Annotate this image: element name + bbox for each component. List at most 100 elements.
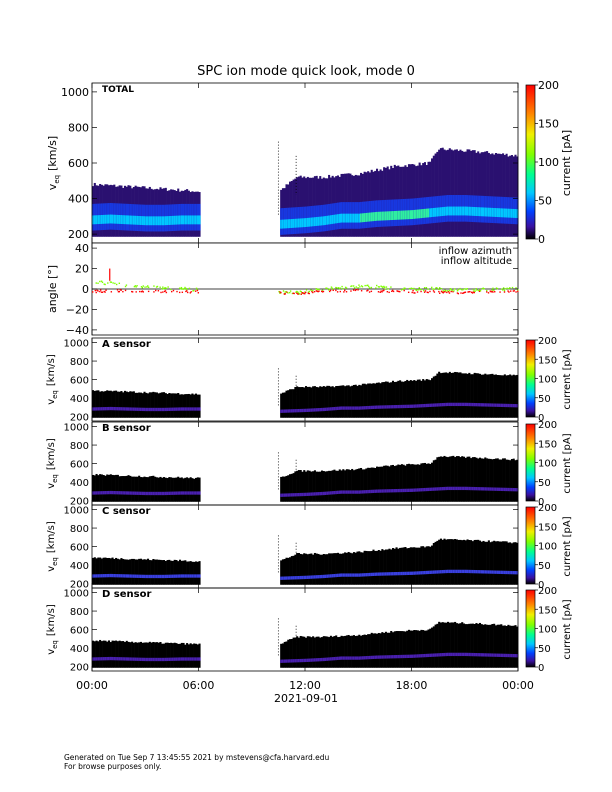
- heat-core: [505, 403, 508, 408]
- heat-core: [280, 576, 283, 580]
- heat-column: [186, 643, 189, 668]
- altitude-point: [144, 286, 146, 288]
- heat-column: [386, 465, 389, 502]
- heat-core: [422, 404, 425, 408]
- heat-column: [322, 471, 325, 502]
- colorbar: [525, 506, 536, 585]
- heat-core: [111, 656, 114, 661]
- heat-column: [154, 476, 157, 502]
- heat-peak: [139, 216, 142, 225]
- heat-peak: [310, 217, 313, 227]
- heat-peak: [344, 213, 347, 223]
- heat-column: [409, 464, 412, 502]
- heat-column: [514, 154, 517, 237]
- heat-core: [427, 403, 430, 408]
- altitude-point: [387, 288, 389, 290]
- heat-column: [461, 456, 464, 502]
- heat-column: [438, 371, 441, 418]
- altitude-point: [509, 287, 511, 289]
- heat-column: [367, 467, 370, 502]
- heat-column: [363, 634, 366, 668]
- heat-column: [448, 456, 451, 502]
- heat-column: [377, 382, 380, 418]
- heat-core: [312, 658, 315, 662]
- heat-core: [493, 403, 496, 407]
- heat-column: [125, 559, 128, 585]
- heat-column: [486, 151, 489, 237]
- heat-core: [510, 653, 513, 658]
- heat-column: [391, 632, 395, 668]
- heat-column: [386, 632, 389, 668]
- heat-core: [168, 407, 171, 411]
- altitude-point: [289, 290, 292, 292]
- heat-core: [171, 657, 174, 661]
- heat-core: [407, 404, 411, 408]
- heat-core: [290, 409, 293, 413]
- y-axis-label: veq[km/s]: [46, 438, 59, 489]
- heat-core: [127, 407, 130, 411]
- heat-core: [289, 493, 292, 497]
- heat-peak: [503, 208, 506, 218]
- heat-peak: [470, 206, 473, 216]
- heat-column: [312, 386, 315, 418]
- heat-core: [116, 574, 119, 578]
- heat-column: [189, 477, 192, 502]
- azimuth-point: [163, 290, 166, 293]
- azimuth-point: [99, 290, 101, 293]
- heat-column: [93, 641, 96, 668]
- heat-core: [399, 571, 402, 576]
- heat-peak: [283, 219, 286, 229]
- heat-core: [445, 486, 448, 491]
- heat-column: [512, 374, 515, 418]
- heat-core: [441, 570, 444, 574]
- heat-column: [489, 374, 492, 418]
- altitude-point: [186, 288, 188, 291]
- y-tick-label: 800: [70, 607, 89, 618]
- heat-core: [439, 487, 442, 491]
- heat-core: [189, 491, 192, 495]
- azimuth-point: [397, 290, 399, 293]
- heat-column: [184, 644, 187, 668]
- altitude-point: [474, 290, 476, 292]
- heat-core: [395, 488, 398, 493]
- heat-peak: [290, 219, 293, 228]
- heat-core: [425, 403, 428, 408]
- heat-core: [317, 575, 320, 579]
- altitude-point: [95, 282, 97, 284]
- heat-column: [423, 630, 426, 668]
- heat-core: [289, 409, 292, 413]
- heat-core: [407, 488, 411, 492]
- heat-core: [406, 571, 409, 576]
- azimuth-point: [300, 293, 302, 295]
- heat-core: [507, 653, 510, 658]
- heat-column: [342, 553, 345, 585]
- altitude-point: [472, 289, 475, 291]
- y-label-main: v: [46, 649, 57, 655]
- heat-column: [127, 559, 130, 585]
- heat-core: [322, 657, 325, 662]
- heat-column: [132, 476, 135, 502]
- heat-column: [175, 477, 178, 502]
- heat-core: [296, 659, 299, 663]
- heat-column: [99, 557, 102, 585]
- heat-core: [118, 407, 121, 411]
- heat-core: [95, 574, 98, 578]
- heat-core: [464, 486, 467, 491]
- heat-core: [118, 657, 121, 661]
- heat-core: [379, 572, 382, 576]
- azimuth-point: [321, 291, 324, 293]
- heat-column: [281, 643, 284, 668]
- heat-core: [473, 486, 476, 491]
- heat-core: [333, 656, 336, 661]
- heat-core: [358, 573, 361, 577]
- heat-column: [164, 393, 167, 418]
- heat-column: [468, 372, 471, 418]
- heat-peak: [109, 214, 112, 224]
- heat-core: [154, 574, 157, 579]
- heat-core: [175, 574, 178, 578]
- heat-core: [191, 574, 194, 578]
- heat-column: [148, 392, 151, 418]
- heat-column: [171, 477, 174, 502]
- heat-core: [342, 490, 345, 494]
- heat-column: [512, 625, 515, 668]
